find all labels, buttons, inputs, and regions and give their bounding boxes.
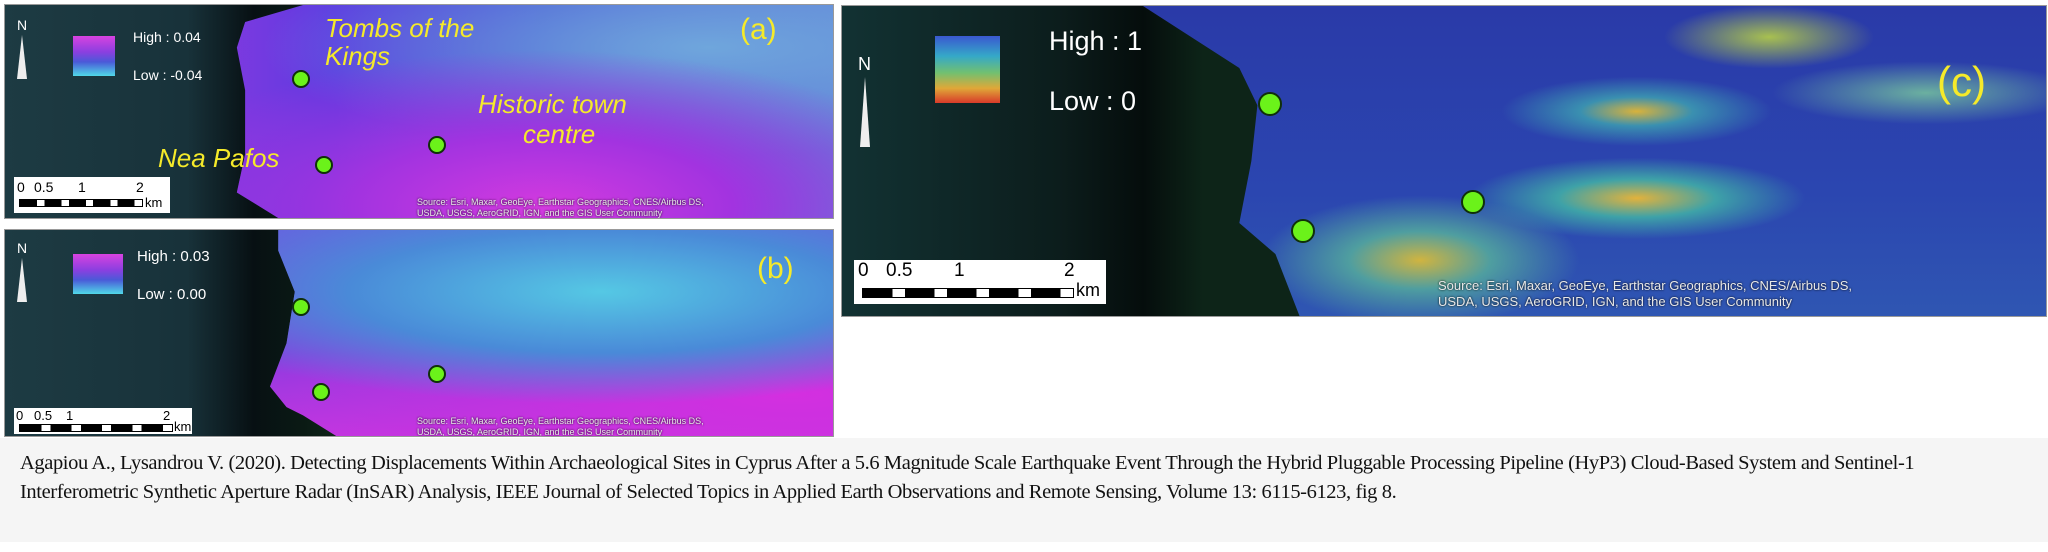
scale-tick: 0.5 <box>34 179 54 195</box>
displacement-overlay <box>269 230 833 436</box>
scale-tick: 0.5 <box>886 260 913 281</box>
legend-low: Low : -0.04 <box>133 67 203 83</box>
site-marker-nea-pafos <box>312 383 330 401</box>
legend-swatch <box>935 36 1000 103</box>
legend-high: High : 1 <box>1049 26 1143 56</box>
north-label: N <box>17 240 28 256</box>
source-line: USDA, USGS, AeroGRID, IGN, and the GIS U… <box>1438 294 1792 309</box>
source-line: Source: Esri, Maxar, GeoEye, Earthstar G… <box>1438 278 1852 293</box>
scale-unit: km <box>1076 280 1100 300</box>
scale-bar: 0 0.5 1 2 km <box>14 177 170 213</box>
north-arrow-icon: N <box>858 54 871 147</box>
panel-label: (a) <box>740 13 777 46</box>
north-label: N <box>858 54 871 74</box>
legend-swatch <box>73 36 115 76</box>
site-marker-historic <box>428 136 446 154</box>
coherence-overlay <box>1143 6 2046 316</box>
site-marker-historic <box>428 365 446 383</box>
legend-low: Low : 0.00 <box>137 286 207 303</box>
source-attribution: Source: Esri, Maxar, GeoEye, Earthstar G… <box>417 197 704 218</box>
north-arrow-icon: N <box>17 240 27 302</box>
scale-unit: km <box>145 195 163 210</box>
site-marker-nea-pafos <box>1291 219 1315 243</box>
displacement-overlay <box>236 5 833 218</box>
scale-tick: 2 <box>1064 260 1075 281</box>
figure-caption: Agapiou A., Lysandrou V. (2020). Detecti… <box>0 438 2048 542</box>
scale-tick: 1 <box>954 260 965 281</box>
label-tombs-of-the-kings: Tombs of the <box>325 13 475 43</box>
scale-bar: 0 0.5 1 2 km <box>854 260 1106 304</box>
legend-low: Low : 0 <box>1049 86 1137 116</box>
label-nea-pafos: Nea Pafos <box>158 143 280 173</box>
legend-high: High : 0.04 <box>133 29 201 45</box>
scale-tick: 2 <box>163 408 171 423</box>
map-panel-b: N High : 0.03 Low : 0.00 (b) 0 0.5 1 2 k… <box>4 229 834 437</box>
site-marker-tombs <box>292 298 310 316</box>
source-attribution: Source: Esri, Maxar, GeoEye, Earthstar G… <box>417 416 704 437</box>
site-marker-historic <box>1461 190 1485 214</box>
map-panel-c: N High : 1 Low : 0 (c) 0 0.5 1 2 km Sour… <box>841 5 2047 317</box>
source-line: Source: Esri, Maxar, GeoEye, Earthstar G… <box>417 197 704 207</box>
north-label: N <box>17 17 28 33</box>
site-marker-tombs <box>292 70 310 88</box>
scale-tick: 0 <box>17 179 25 195</box>
legend-high: High : 0.03 <box>137 248 210 265</box>
scale-tick: 0 <box>16 408 24 423</box>
source-line: USDA, USGS, AeroGRID, IGN, and the GIS U… <box>417 427 663 437</box>
panel-label: (b) <box>757 252 794 285</box>
scale-tick: 1 <box>66 408 74 423</box>
scale-tick: 0 <box>858 260 869 281</box>
scale-bar: 0 0.5 1 2 km <box>14 408 192 434</box>
label-historic-centre: centre <box>523 119 596 149</box>
scale-tick: 2 <box>136 179 144 195</box>
label-historic-town: Historic town <box>478 89 627 119</box>
source-attribution: Source: Esri, Maxar, GeoEye, Earthstar G… <box>1438 278 1852 310</box>
source-line: USDA, USGS, AeroGRID, IGN, and the GIS U… <box>417 208 663 218</box>
map-panel-a: N High : 0.04 Low : -0.04 Tombs of the K… <box>4 4 834 219</box>
scale-unit: km <box>174 419 192 434</box>
scale-tick: 0.5 <box>34 408 53 423</box>
legend-swatch <box>73 254 123 294</box>
scale-tick: 1 <box>78 179 86 195</box>
site-marker-tombs <box>1258 92 1282 116</box>
site-marker-nea-pafos <box>315 156 333 174</box>
panel-label: (c) <box>1937 58 1986 105</box>
north-arrow-icon: N <box>17 17 27 79</box>
source-line: Source: Esri, Maxar, GeoEye, Earthstar G… <box>417 416 704 426</box>
label-tombs-of-the-kings-2: Kings <box>325 41 391 71</box>
